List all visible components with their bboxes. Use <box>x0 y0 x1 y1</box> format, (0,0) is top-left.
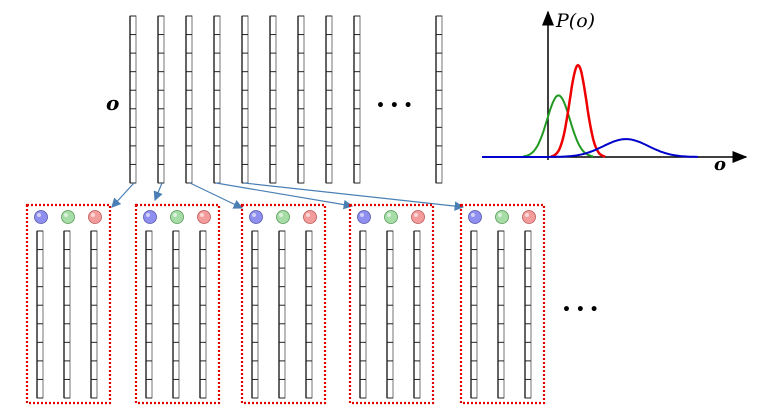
mixture-ball <box>34 210 48 224</box>
group-border <box>348 203 435 405</box>
ellipsis-top: • • • <box>376 98 413 114</box>
top-vector <box>269 15 277 184</box>
observation-label: o <box>106 91 119 115</box>
mapping-arrow <box>111 182 135 208</box>
mixture-ball <box>357 210 371 224</box>
mixture-ball <box>522 210 536 224</box>
mixture-ball <box>61 210 75 224</box>
green-gaussian-curve <box>522 94 594 158</box>
mixture-ball <box>276 210 290 224</box>
top-vector <box>435 15 443 184</box>
mixture-ball <box>303 210 317 224</box>
mapping-arrow <box>243 182 465 211</box>
group-vector <box>386 230 394 399</box>
top-vector <box>185 15 193 184</box>
mixture-group <box>25 203 112 405</box>
mapping-arrow <box>215 182 354 210</box>
mixture-group <box>134 203 221 405</box>
group-border <box>240 203 327 405</box>
plot-y-label: P(o) <box>555 10 595 32</box>
mixture-ball <box>143 210 157 224</box>
mapping-arrow <box>153 182 163 202</box>
mapping-arrow <box>189 182 244 209</box>
red-gaussian-curve <box>550 63 606 158</box>
mixture-group <box>240 203 327 405</box>
mixture-group <box>459 203 546 405</box>
group-vector <box>90 230 98 399</box>
mixture-ball <box>197 210 211 224</box>
top-vector <box>353 15 361 184</box>
mixture-ball <box>170 210 184 224</box>
top-vector <box>213 15 221 184</box>
ellipsis-bottom: • • • <box>562 302 599 318</box>
top-vector <box>129 15 137 184</box>
top-vector <box>241 15 249 184</box>
group-vector <box>359 230 367 399</box>
mixture-ball <box>411 210 425 224</box>
group-vector <box>524 230 532 399</box>
density-plot: P(o) o <box>482 10 748 175</box>
group-vector <box>497 230 505 399</box>
group-vector <box>413 230 421 399</box>
plot-x-label: o <box>714 154 726 175</box>
group-vector <box>251 230 259 399</box>
group-vector <box>36 230 44 399</box>
mixture-ball <box>249 210 263 224</box>
mixture-ball <box>384 210 398 224</box>
group-vector <box>172 230 180 399</box>
mixture-ball <box>88 210 102 224</box>
group-border <box>134 203 221 405</box>
mixture-ball <box>495 210 509 224</box>
group-border <box>459 203 546 405</box>
group-vector <box>199 230 207 399</box>
top-vector <box>297 15 305 184</box>
group-vector <box>63 230 71 399</box>
group-vector <box>470 230 478 399</box>
group-border <box>25 203 112 405</box>
top-vector <box>157 15 165 184</box>
group-vector <box>305 230 313 399</box>
mixture-group <box>348 203 435 405</box>
mixture-group-row <box>25 203 546 405</box>
arrow-set <box>111 182 465 211</box>
top-vector <box>325 15 333 184</box>
group-vector <box>145 230 153 399</box>
blue-gaussian-curve <box>482 138 698 158</box>
group-vector <box>278 230 286 399</box>
top-vector-row <box>129 15 443 184</box>
mixture-ball <box>468 210 482 224</box>
